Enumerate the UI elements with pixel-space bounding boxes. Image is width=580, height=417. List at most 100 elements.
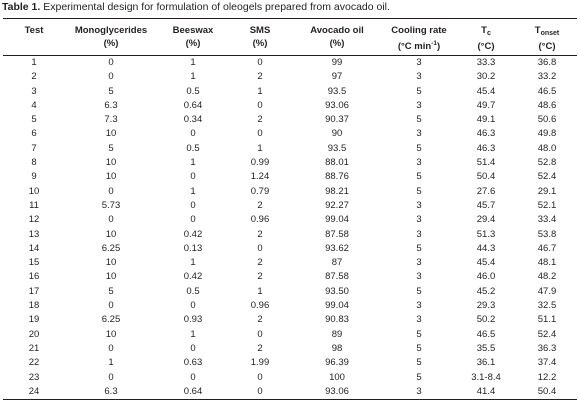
col-header-tonset: Tonset (°C): [517, 22, 577, 56]
table-cell: 0.5: [186, 85, 200, 97]
table-cell: 46.0: [476, 271, 496, 283]
table-cell: 10: [105, 257, 117, 269]
table-cell: 2: [257, 228, 263, 240]
table-cell: 13: [28, 228, 40, 240]
table-cell: 49.7: [476, 99, 496, 111]
table-cell: 49.1: [476, 114, 496, 126]
table-cell: 3: [416, 271, 422, 283]
table-cell: 3.1-8.4: [471, 371, 501, 383]
table-cell: 0.34: [183, 114, 203, 126]
table-cell: 7.3: [104, 114, 118, 126]
table-cell: 46.5: [537, 85, 557, 97]
table-cell: 0: [108, 185, 114, 197]
table-cell: 10: [105, 328, 117, 340]
table-cell: 0.63: [183, 357, 203, 369]
table-cell: 0: [108, 214, 114, 226]
table-cell: 50.4: [476, 171, 496, 183]
table-cell: 49.8: [537, 128, 557, 140]
table-cell: 41.4: [455, 384, 517, 401]
table-cell: 8: [31, 157, 37, 169]
table-row: 2 0 1 2 97 3 30.2 33.2: [3, 70, 577, 84]
table-cell: 0.42: [183, 228, 203, 240]
table-cell: 22: [28, 357, 40, 369]
table-cell: 93.62: [325, 242, 349, 254]
table-cell: 36.3: [537, 342, 557, 354]
table-cell: 53.8: [537, 228, 557, 240]
table-cell: 1: [257, 285, 263, 297]
table-cell: 87: [331, 257, 343, 269]
table-cell: 3: [416, 300, 422, 312]
table-cell: 14: [28, 242, 40, 254]
table-cell: 3: [31, 85, 37, 97]
table-cell: 99: [331, 57, 343, 68]
table-cell: 50.2: [476, 314, 496, 326]
table-cell: 0: [257, 128, 263, 140]
col-header-test: Test: [3, 22, 65, 56]
table-cell: 44.3: [476, 242, 496, 254]
table-cell: 0: [108, 300, 114, 312]
table-cell: 2: [257, 114, 263, 126]
table-cell: 100: [329, 371, 345, 383]
table-cell: 36.1: [476, 357, 496, 369]
table-row: 10 0 1 0.79 98.21 5 27.6 29.1: [3, 185, 577, 199]
table-cell: 48.6: [537, 99, 557, 111]
table-row: 9 10 0 1.24 88.76 5 50.4 52.4: [3, 170, 577, 184]
table-cell: 20: [28, 328, 40, 340]
table-cell: 5: [416, 242, 422, 254]
table-cell: 1: [190, 185, 196, 197]
table-row: 17 5 0.5 1 93.50 5 45.2 47.9: [3, 285, 577, 299]
table-cell: 46.7: [537, 242, 557, 254]
table-cell: 52.1: [537, 199, 557, 211]
table-cell: 0.5: [186, 142, 200, 154]
table-cell: 1: [190, 157, 196, 169]
table-cell: 3: [416, 257, 422, 269]
table-cell: 3: [416, 314, 422, 326]
table-cell: 5: [416, 357, 422, 369]
table-cell: 10: [28, 185, 40, 197]
table-cell: 10: [105, 171, 117, 183]
table-cell: 2: [257, 71, 263, 83]
col-header-beeswax: Beeswax (%): [157, 22, 229, 56]
table-cell: 29.4: [476, 214, 496, 226]
table-row: 1 0 1 0 99 3 33.3 36.8: [3, 56, 577, 71]
table-cell: 93.06: [325, 99, 349, 111]
table-row: 24 6.3 0.64 0 93.06 3 41.4 50.4: [3, 384, 577, 401]
table-row: 8 10 1 0.99 88.01 3 51.4 52.8: [3, 156, 577, 170]
table-cell: 3: [416, 214, 422, 226]
header-row: Test Monoglycerides (%) Beeswax (%) SMS …: [3, 22, 577, 56]
table-cell: 5: [416, 342, 422, 354]
table-cell: 88.76: [325, 171, 349, 183]
table-row: 4 6.3 0.64 0 93.06 3 49.7 48.6: [3, 99, 577, 113]
table-cell: 0.99: [250, 157, 270, 169]
table-cell: 2: [257, 199, 263, 211]
table-cell: 48.2: [537, 271, 557, 283]
table-cell: 0.13: [183, 242, 203, 254]
table-cell: 5: [108, 285, 114, 297]
table-cell: 99.04: [325, 300, 349, 312]
table-cell: 3: [416, 228, 422, 240]
table-cell: 98.21: [325, 185, 349, 197]
table-cell: 52.4: [537, 328, 557, 340]
table-cell: 3: [416, 57, 422, 68]
table-cell: 5: [108, 85, 114, 97]
table-cell: 10: [105, 157, 117, 169]
table-cell: 5: [416, 185, 422, 197]
table-cell: 6: [31, 128, 37, 140]
table-cell: 1: [257, 85, 263, 97]
table-cell: 2: [257, 314, 263, 326]
table-cell: 6.3: [65, 384, 157, 401]
table-cell: 12.2: [537, 371, 557, 383]
table-cell: 5: [416, 328, 422, 340]
table-cell: 45.2: [476, 285, 496, 297]
table-cell: 2: [257, 342, 263, 354]
table-cell: 1.24: [250, 171, 270, 183]
table-cell: 0: [108, 371, 114, 383]
table-cell: 0.79: [250, 185, 270, 197]
table-cell: 2: [257, 257, 263, 269]
table-cell: 24: [3, 384, 65, 401]
table-cell: 0: [257, 371, 263, 383]
table-cell: 29.1: [537, 185, 557, 197]
table-cell: 0: [257, 99, 263, 111]
experimental-design-table: Test Monoglycerides (%) Beeswax (%) SMS …: [3, 18, 577, 401]
table-cell: 5: [416, 85, 422, 97]
